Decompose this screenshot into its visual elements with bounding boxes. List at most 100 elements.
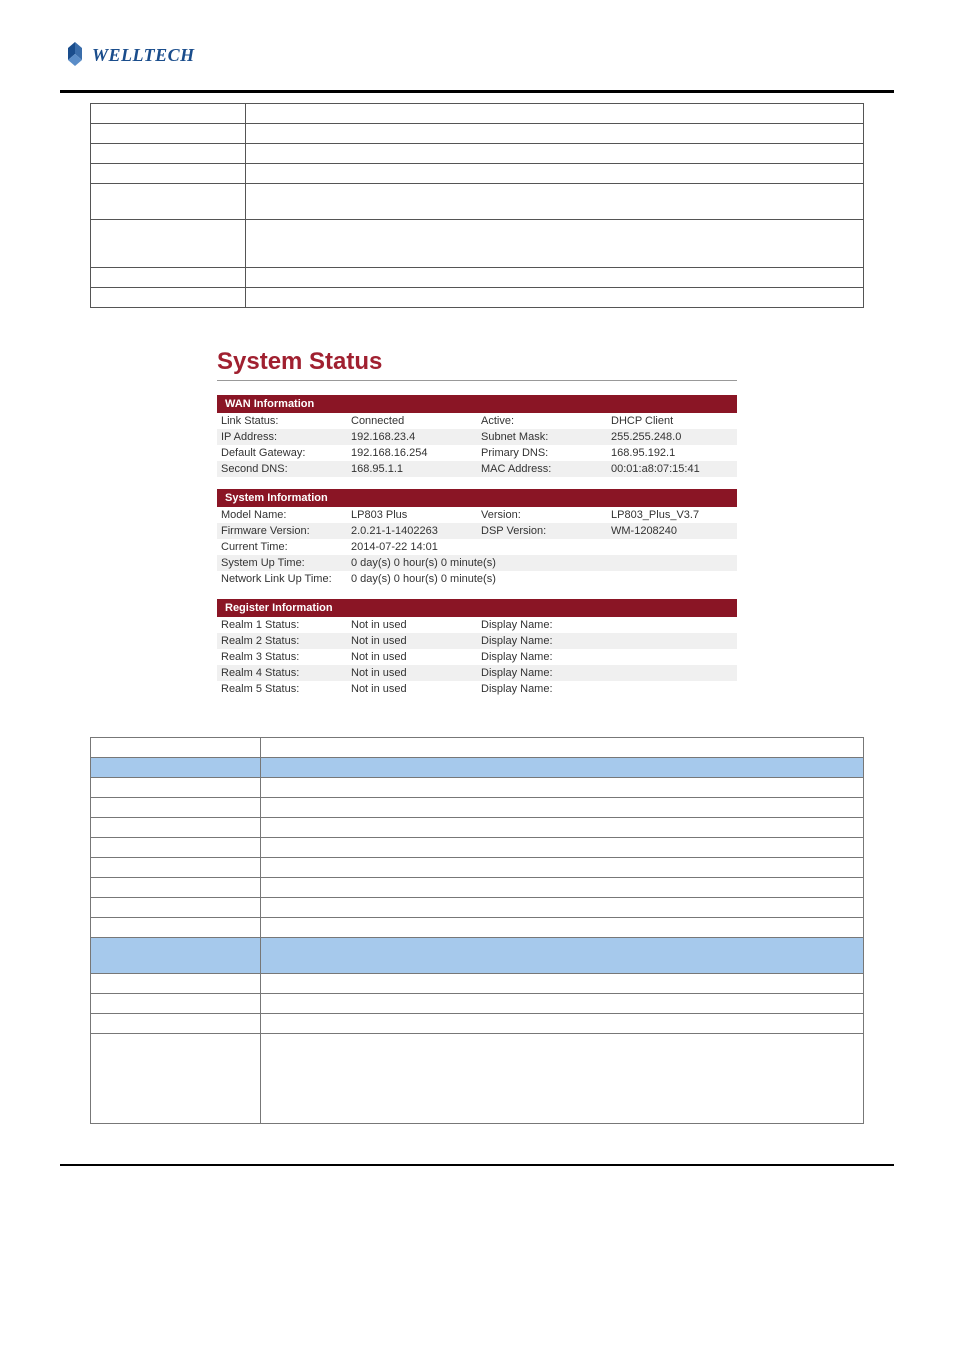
table-cell: [261, 778, 864, 798]
info-grid: Link Status:ConnectedActive:DHCP ClientI…: [217, 413, 737, 477]
info-cell: Connected: [347, 413, 477, 429]
info-cell: LP803 Plus: [347, 507, 477, 523]
info-cell: Realm 2 Status:: [217, 633, 347, 649]
table-cell: [261, 798, 864, 818]
info-cell: Active:: [477, 413, 607, 429]
info-cell: Realm 1 Status:: [217, 617, 347, 633]
table-cell: [245, 104, 863, 124]
table-cell: [91, 144, 246, 164]
table-cell: [91, 758, 261, 778]
info-cell: 0 day(s) 0 hour(s) 0 minute(s): [347, 571, 737, 587]
section-header: WAN Information: [217, 395, 737, 413]
table-cell: [245, 268, 863, 288]
table-cell: [261, 918, 864, 938]
table-cell: [261, 858, 864, 878]
table-cell: [261, 898, 864, 918]
table-cell: [91, 738, 261, 758]
system-status-panel: System Status WAN InformationLink Status…: [217, 348, 737, 697]
info-grid: Current Time:2014-07-22 14:01System Up T…: [217, 539, 737, 587]
bottom-definition-table: [90, 737, 864, 1124]
info-grid: Realm 1 Status:Not in usedDisplay Name:R…: [217, 617, 737, 697]
info-cell: Link Status:: [217, 413, 347, 429]
info-cell: Realm 5 Status:: [217, 681, 347, 697]
table-cell: [91, 1034, 261, 1124]
table-cell: [245, 124, 863, 144]
table-cell: [91, 778, 261, 798]
table-cell: [91, 1014, 261, 1034]
info-cell: System Up Time:: [217, 555, 347, 571]
table-cell: [261, 1034, 864, 1124]
info-cell: Not in used: [347, 665, 477, 681]
info-cell: Subnet Mask:: [477, 429, 607, 445]
table-cell: [261, 1014, 864, 1034]
table-cell: [261, 938, 864, 974]
table-cell: [91, 104, 246, 124]
table-cell: [245, 164, 863, 184]
info-cell: IP Address:: [217, 429, 347, 445]
table-cell: [91, 798, 261, 818]
info-cell: Version:: [477, 507, 607, 523]
info-cell: MAC Address:: [477, 461, 607, 477]
info-cell: Display Name:: [477, 681, 607, 697]
table-cell: [91, 938, 261, 974]
info-cell: 00:01:a8:07:15:41: [607, 461, 737, 477]
info-grid: Model Name:LP803 PlusVersion:LP803_Plus_…: [217, 507, 737, 539]
table-cell: [91, 124, 246, 144]
table-cell: [245, 144, 863, 164]
table-cell: [261, 738, 864, 758]
info-cell: Network Link Up Time:: [217, 571, 347, 587]
header-rule: [60, 90, 894, 93]
table-cell: [261, 838, 864, 858]
info-cell: 168.95.192.1: [607, 445, 737, 461]
section-header: Register Information: [217, 599, 737, 617]
table-cell: [91, 974, 261, 994]
info-cell: [607, 633, 737, 649]
info-cell: Display Name:: [477, 665, 607, 681]
info-cell: Firmware Version:: [217, 523, 347, 539]
info-cell: Second DNS:: [217, 461, 347, 477]
table-cell: [91, 994, 261, 1014]
info-cell: 2014-07-22 14:01: [347, 539, 737, 555]
table-cell: [261, 758, 864, 778]
footer-rule: [60, 1164, 894, 1166]
table-cell: [245, 184, 863, 220]
table-cell: [91, 268, 246, 288]
table-cell: [91, 858, 261, 878]
logo-icon: [60, 40, 90, 70]
info-cell: 255.255.248.0: [607, 429, 737, 445]
logo: WELLTECH: [60, 40, 894, 70]
info-cell: 2.0.21-1-1402263: [347, 523, 477, 539]
table-cell: [245, 220, 863, 268]
info-cell: Default Gateway:: [217, 445, 347, 461]
table-cell: [91, 878, 261, 898]
table-cell: [91, 898, 261, 918]
table-cell: [245, 288, 863, 308]
logo-text: WELLTECH: [92, 45, 195, 66]
info-cell: Not in used: [347, 617, 477, 633]
table-cell: [261, 878, 864, 898]
info-cell: Display Name:: [477, 617, 607, 633]
info-cell: 192.168.16.254: [347, 445, 477, 461]
table-cell: [91, 918, 261, 938]
table-cell: [91, 164, 246, 184]
info-cell: Realm 4 Status:: [217, 665, 347, 681]
info-cell: [607, 665, 737, 681]
info-cell: LP803_Plus_V3.7: [607, 507, 737, 523]
info-cell: 0 day(s) 0 hour(s) 0 minute(s): [347, 555, 737, 571]
info-cell: Display Name:: [477, 649, 607, 665]
table-cell: [91, 220, 246, 268]
system-status-title: System Status: [217, 348, 737, 381]
info-cell: Realm 3 Status:: [217, 649, 347, 665]
info-cell: Primary DNS:: [477, 445, 607, 461]
table-cell: [261, 818, 864, 838]
info-cell: 192.168.23.4: [347, 429, 477, 445]
info-cell: Not in used: [347, 681, 477, 697]
info-cell: 168.95.1.1: [347, 461, 477, 477]
info-cell: Not in used: [347, 649, 477, 665]
info-cell: Current Time:: [217, 539, 347, 555]
info-cell: [607, 681, 737, 697]
info-cell: [607, 649, 737, 665]
table-cell: [91, 184, 246, 220]
table-cell: [261, 994, 864, 1014]
table-cell: [91, 288, 246, 308]
